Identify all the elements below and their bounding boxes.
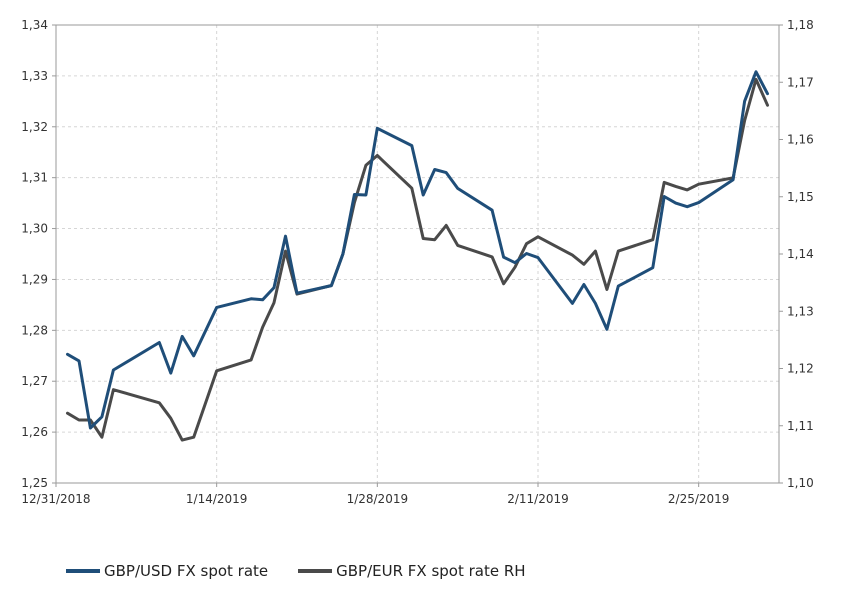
legend-item-gbp-eur: GBP/EUR FX spot rate RH (298, 562, 526, 580)
y-left-tick-label: 1,33 (21, 69, 48, 83)
y-left-tick-label: 1,31 (21, 171, 48, 185)
y-left-tick-label: 1,25 (21, 476, 48, 490)
y-right-tick-label: 1,18 (787, 18, 814, 32)
grid (56, 25, 779, 483)
y-right-tick-label: 1,11 (787, 419, 814, 433)
x-tick-label: 2/11/2019 (507, 492, 569, 506)
x-tick-label: 12/31/2018 (21, 492, 90, 506)
y-left-tick-label: 1,30 (21, 222, 48, 236)
y-right-tick-label: 1,16 (787, 133, 814, 147)
y-right-tick-label: 1,10 (787, 476, 814, 490)
y-left-tick-label: 1,27 (21, 374, 48, 388)
x-tick-label: 2/25/2019 (668, 492, 730, 506)
y-left-tick-label: 1,34 (21, 18, 48, 32)
y-right-tick-label: 1,12 (787, 362, 814, 376)
y-left-tick-label: 1,28 (21, 323, 48, 337)
y-left-tick-label: 1,29 (21, 272, 48, 286)
legend: GBP/USD FX spot rate GBP/EUR FX spot rat… (66, 558, 556, 584)
tick-labels: 1,25 1,26 1,27 1,28 1,29 1,30 1,31 1,32 1,33 1,34… (21, 18, 813, 506)
series-line-gbp-eur (66, 77, 769, 442)
y-left-tick-label: 1,32 (21, 120, 48, 134)
legend-swatch-gbp-eur (298, 569, 333, 573)
x-tick-label: 1/14/2019 (186, 492, 248, 506)
series-layer (66, 70, 769, 442)
y-right-tick-label: 1,14 (787, 247, 814, 261)
y-right-tick-label: 1,13 (787, 304, 814, 318)
legend-label-gbp-usd: GBP/USD FX spot rate (104, 562, 269, 580)
legend-item-gbp-usd: GBP/USD FX spot rate (66, 562, 268, 580)
y-right-tick-label: 1,15 (787, 190, 814, 204)
plot-frame (55, 24, 780, 484)
legend-swatch-gbp-usd (66, 569, 100, 573)
y-right-tick-label: 1,17 (787, 75, 814, 89)
legend-label-gbp-eur: GBP/EUR FX spot rate RH (336, 562, 526, 580)
x-tick-label: 1/28/2019 (347, 492, 409, 506)
y-left-tick-label: 1,26 (21, 425, 48, 439)
series-line-gbp-usd (66, 70, 769, 430)
